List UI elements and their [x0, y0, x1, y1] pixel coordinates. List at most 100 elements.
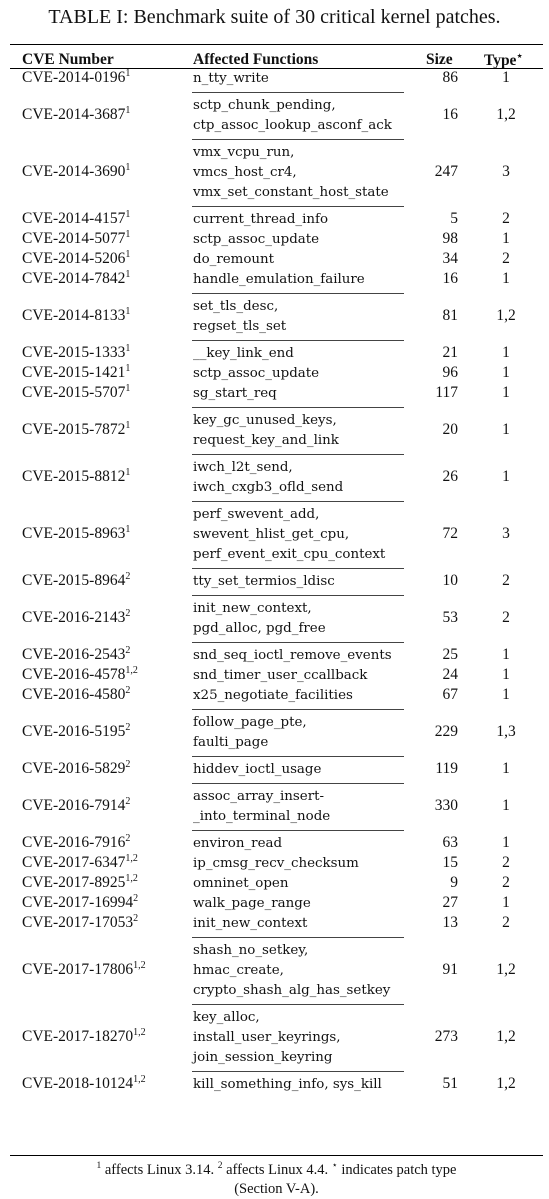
cve-footnote-mark: 1 [125, 162, 131, 173]
patch-type: 1,2 [496, 1075, 516, 1092]
cve-footnote-mark: 2 [125, 571, 131, 582]
cve-id: CVE-2015-5707 [22, 384, 126, 401]
cve-number: CVE-2014-41571 [22, 210, 130, 228]
cve-number: CVE-2017-170532 [22, 914, 138, 932]
patch-type: 1 [502, 421, 510, 438]
patch-size: 26 [442, 468, 459, 485]
patch-type: 2 [502, 210, 510, 227]
cve-number: CVE-2016-45802 [22, 686, 130, 704]
patch-size: 91 [442, 961, 459, 978]
patch-size: 16 [442, 270, 459, 287]
cve-number: CVE-2017-63471,2 [22, 854, 138, 872]
cve-id: CVE-2015-8964 [22, 572, 126, 589]
cve-footnote-mark: 1,2 [125, 853, 138, 864]
cve-number: CVE-2015-88121 [22, 468, 130, 486]
affected-function: _into_terminal_node [193, 809, 331, 824]
function-separator [192, 830, 404, 831]
header-type-mark: ⋆ [516, 51, 523, 62]
affected-function: assoc_array_insert- [193, 789, 325, 804]
cve-footnote-mark: 1 [125, 269, 131, 280]
cve-footnote-mark: 1 [125, 383, 131, 394]
cve-footnote-mark: 2 [125, 833, 131, 844]
cve-footnote-mark: 2 [125, 685, 131, 696]
patch-type: 1 [502, 686, 510, 703]
patch-size: 247 [434, 163, 458, 180]
affected-function: perf_swevent_add, [193, 507, 320, 522]
cve-number: CVE-2015-14211 [22, 364, 130, 382]
footnote-mark-2: 2 [217, 1161, 223, 1171]
affected-function: ip_cmsg_recv_checksum [193, 856, 359, 871]
patch-size: 117 [435, 384, 458, 401]
cve-id: CVE-2018-10124 [22, 1075, 134, 1092]
patch-type: 2 [502, 914, 510, 931]
affected-function: shash_no_setkey, [193, 943, 309, 958]
cve-number: CVE-2015-57071 [22, 384, 130, 402]
cve-number: CVE-2017-169942 [22, 894, 138, 912]
affected-function: swevent_hlist_get_cpu, [193, 527, 350, 542]
cve-footnote-mark: 2 [125, 759, 131, 770]
cve-number: CVE-2017-182701,2 [22, 1028, 146, 1046]
function-separator [192, 709, 404, 710]
patch-type: 1 [502, 270, 510, 287]
cve-footnote-mark: 1 [125, 363, 131, 374]
cve-footnote-mark: 1 [125, 105, 131, 116]
cve-footnote-mark: 1 [125, 209, 131, 220]
header-rule [10, 68, 543, 69]
patch-type: 1 [502, 646, 510, 663]
patch-type: 1,2 [496, 1028, 516, 1045]
patch-size: 273 [434, 1028, 458, 1045]
cve-id: CVE-2017-16994 [22, 894, 134, 911]
cve-number: CVE-2018-101241,2 [22, 1075, 146, 1093]
affected-function: walk_page_range [193, 896, 311, 911]
cve-id: CVE-2014-3690 [22, 163, 126, 180]
cve-number: CVE-2015-13331 [22, 344, 130, 362]
function-separator [192, 937, 404, 938]
patch-type: 1 [502, 894, 510, 911]
function-separator [192, 454, 404, 455]
affected-function: request_key_and_link [193, 433, 339, 448]
function-separator [192, 501, 404, 502]
cve-number: CVE-2014-52061 [22, 250, 130, 268]
patch-size: 63 [442, 834, 459, 851]
cve-id: CVE-2017-6347 [22, 854, 126, 871]
affected-function: current_thread_info [193, 212, 329, 227]
patch-type: 1 [502, 834, 510, 851]
affected-function: hiddev_ioctl_usage [193, 762, 322, 777]
cve-number: CVE-2014-50771 [22, 230, 130, 248]
affected-function: sctp_assoc_update [193, 232, 320, 247]
cve-id: CVE-2014-5077 [22, 230, 126, 247]
patch-size: 81 [442, 307, 459, 324]
patch-type: 3 [502, 163, 510, 180]
affected-function: sctp_assoc_update [193, 366, 320, 381]
cve-id: CVE-2016-2143 [22, 609, 126, 626]
affected-function: sctp_chunk_pending, [193, 98, 336, 113]
cve-number: CVE-2015-89631 [22, 525, 130, 543]
cve-footnote-mark: 2 [133, 913, 139, 924]
cve-number: CVE-2014-81331 [22, 307, 130, 325]
patch-type: 2 [502, 854, 510, 871]
patch-type: 1 [502, 384, 510, 401]
patch-type: 2 [502, 250, 510, 267]
function-separator [192, 407, 404, 408]
cve-id: CVE-2016-5829 [22, 760, 126, 777]
affected-function: follow_page_pte, [193, 715, 307, 730]
cve-number: CVE-2017-178061,2 [22, 961, 146, 979]
footnote-text-3: indicates patch type [337, 1161, 457, 1178]
affected-function: join_session_keyring [193, 1050, 333, 1065]
patch-size: 72 [442, 525, 459, 542]
patch-size: 27 [442, 894, 459, 911]
affected-function: handle_emulation_failure [193, 272, 365, 287]
affected-function: faulti_page [193, 735, 269, 750]
footnote-mark-3: ⋆ [331, 1161, 338, 1171]
footnote-text-2: affects Linux 4.4. [222, 1161, 332, 1178]
cve-id: CVE-2016-7916 [22, 834, 126, 851]
patch-size: 24 [442, 666, 459, 683]
cve-footnote-mark: 1 [125, 467, 131, 478]
function-separator [192, 340, 404, 341]
affected-function: n_tty_write [193, 71, 269, 86]
cve-number: CVE-2015-89642 [22, 572, 130, 590]
cve-footnote-mark: 2 [125, 722, 131, 733]
patch-type: 1 [502, 344, 510, 361]
affected-function: snd_timer_user_ccallback [193, 668, 368, 683]
function-separator [192, 1004, 404, 1005]
